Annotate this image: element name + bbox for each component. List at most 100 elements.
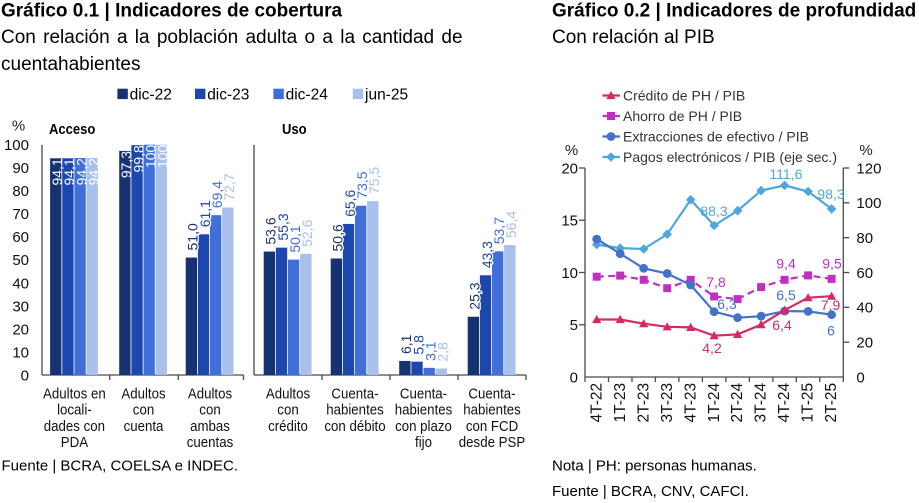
- svg-text:2,8: 2,8: [435, 342, 451, 362]
- svg-text:Nota | PH: personas humanas.: Nota | PH: personas humanas.: [552, 458, 757, 475]
- svg-text:Gráfico 0.1 | Indicadores de c: Gráfico 0.1 | Indicadores de cobertura: [1, 1, 343, 22]
- svg-text:Cuenta-: Cuenta-: [331, 386, 378, 403]
- svg-text:60: 60: [856, 265, 873, 282]
- svg-text:Con relación a la población ad: Con relación a la población adulta o a l…: [1, 27, 463, 48]
- svg-text:52,6: 52,6: [299, 219, 315, 246]
- svg-text:80: 80: [12, 183, 29, 200]
- svg-text:cuenta: cuenta: [124, 418, 164, 435]
- svg-text:10: 10: [12, 344, 29, 361]
- svg-text:dades con: dades con: [44, 418, 105, 435]
- svg-text:111,6: 111,6: [769, 166, 802, 182]
- svg-text:5: 5: [570, 317, 578, 334]
- svg-text:Adultos en: Adultos en: [43, 386, 106, 403]
- svg-text:Cuenta-: Cuenta-: [400, 386, 447, 403]
- svg-text:43,3: 43,3: [479, 241, 495, 268]
- svg-text:cuentas: cuentas: [187, 434, 233, 451]
- svg-text:94,1: 94,1: [49, 158, 65, 185]
- svg-text:88,3: 88,3: [700, 203, 727, 219]
- svg-text:habientes: habientes: [395, 402, 453, 419]
- svg-text:Uso: Uso: [282, 120, 307, 137]
- svg-text:73,5: 73,5: [354, 171, 370, 198]
- svg-text:94,2: 94,2: [86, 158, 102, 185]
- svg-text:3T-23: 3T-23: [659, 383, 676, 423]
- svg-text:dic-23: dic-23: [207, 86, 249, 103]
- svg-text:72,7: 72,7: [221, 173, 237, 200]
- svg-text:4,2: 4,2: [702, 340, 722, 356]
- svg-text:6,5: 6,5: [776, 287, 796, 303]
- svg-text:0: 0: [570, 369, 578, 386]
- svg-text:10: 10: [561, 265, 578, 282]
- svg-text:Adultos: Adultos: [121, 386, 165, 403]
- svg-text:Crédito de PH / PIB: Crédito de PH / PIB: [623, 87, 745, 103]
- svg-text:40: 40: [856, 300, 873, 317]
- svg-text:habientes: habientes: [326, 402, 384, 419]
- svg-text:20: 20: [561, 160, 578, 177]
- svg-text:dic-24: dic-24: [286, 86, 329, 103]
- svg-text:9,4: 9,4: [776, 256, 796, 272]
- svg-text:fijo: fijo: [415, 434, 432, 451]
- svg-text:%: %: [859, 142, 872, 159]
- svg-text:Fuente | BCRA, COELSA e INDEC.: Fuente | BCRA, COELSA e INDEC.: [2, 458, 238, 475]
- svg-text:habientes: habientes: [463, 402, 521, 419]
- svg-text:1T-24: 1T-24: [706, 382, 723, 422]
- svg-text:75,5: 75,5: [366, 167, 382, 194]
- svg-text:50,6: 50,6: [330, 224, 346, 251]
- svg-text:Con relación al PIB: Con relación al PIB: [552, 27, 715, 48]
- svg-text:50: 50: [12, 252, 29, 269]
- svg-text:Gráfico 0.2 | Indicadores de p: Gráfico 0.2 | Indicadores de profundidad: [552, 1, 916, 22]
- svg-text:Acceso: Acceso: [49, 120, 96, 137]
- svg-text:55,3: 55,3: [275, 213, 291, 240]
- svg-text:%: %: [565, 142, 578, 159]
- svg-text:94,1: 94,1: [61, 158, 77, 185]
- svg-text:20: 20: [12, 321, 29, 338]
- svg-text:80: 80: [856, 230, 873, 247]
- svg-text:30: 30: [12, 298, 29, 315]
- svg-text:15: 15: [561, 213, 578, 230]
- svg-text:jun-25: jun-25: [364, 86, 408, 103]
- svg-text:Adultos: Adultos: [266, 386, 310, 403]
- svg-text:Pagos electrónicos / PIB (eje: Pagos electrónicos / PIB (eje sec.): [623, 149, 837, 165]
- svg-text:6,1: 6,1: [398, 334, 414, 354]
- svg-text:Ahorro de PH / PIB: Ahorro de PH / PIB: [623, 108, 742, 124]
- svg-text:2T-23: 2T-23: [635, 383, 652, 423]
- svg-text:%: %: [12, 118, 25, 135]
- svg-text:Extracciones de efectivo / PIB: Extracciones de efectivo / PIB: [623, 128, 809, 144]
- svg-text:crédito: crédito: [268, 418, 308, 435]
- svg-text:60: 60: [12, 229, 29, 246]
- svg-text:70: 70: [12, 206, 29, 223]
- svg-text:65,6: 65,6: [342, 189, 358, 216]
- svg-text:locali-: locali-: [57, 402, 92, 419]
- svg-text:7,8: 7,8: [706, 274, 726, 290]
- svg-text:9,5: 9,5: [822, 256, 842, 272]
- svg-text:69,4: 69,4: [209, 181, 225, 208]
- svg-text:Cuenta-: Cuenta-: [468, 386, 515, 403]
- svg-text:100: 100: [4, 137, 29, 154]
- svg-text:56,4: 56,4: [503, 211, 519, 238]
- svg-text:40: 40: [12, 275, 29, 292]
- svg-text:PDA: PDA: [61, 434, 89, 451]
- svg-text:con plazo: con plazo: [395, 418, 452, 435]
- svg-text:0: 0: [21, 367, 29, 384]
- svg-text:100: 100: [143, 144, 159, 168]
- svg-text:98,3: 98,3: [817, 186, 844, 202]
- svg-text:53,7: 53,7: [491, 217, 507, 244]
- svg-text:90: 90: [12, 160, 29, 177]
- svg-text:50,1: 50,1: [287, 225, 303, 252]
- svg-text:Adultos: Adultos: [188, 386, 232, 403]
- svg-text:6,3: 6,3: [717, 296, 737, 312]
- svg-text:120: 120: [856, 160, 881, 177]
- svg-text:97,3: 97,3: [118, 151, 134, 178]
- svg-text:desde PSP: desde PSP: [459, 434, 525, 451]
- svg-text:51,0: 51,0: [185, 223, 201, 250]
- svg-text:ambas: ambas: [190, 418, 230, 435]
- svg-text:dic-22: dic-22: [130, 86, 172, 103]
- svg-text:con débito: con débito: [324, 418, 385, 435]
- svg-text:con FCD: con FCD: [466, 418, 518, 435]
- svg-text:con: con: [277, 402, 298, 419]
- svg-text:4T-23: 4T-23: [682, 383, 699, 423]
- svg-text:3T-24: 3T-24: [753, 382, 770, 422]
- svg-text:2T-24: 2T-24: [729, 382, 746, 422]
- svg-text:100: 100: [856, 195, 881, 212]
- svg-text:0: 0: [856, 369, 864, 386]
- svg-text:4T-24: 4T-24: [776, 382, 793, 422]
